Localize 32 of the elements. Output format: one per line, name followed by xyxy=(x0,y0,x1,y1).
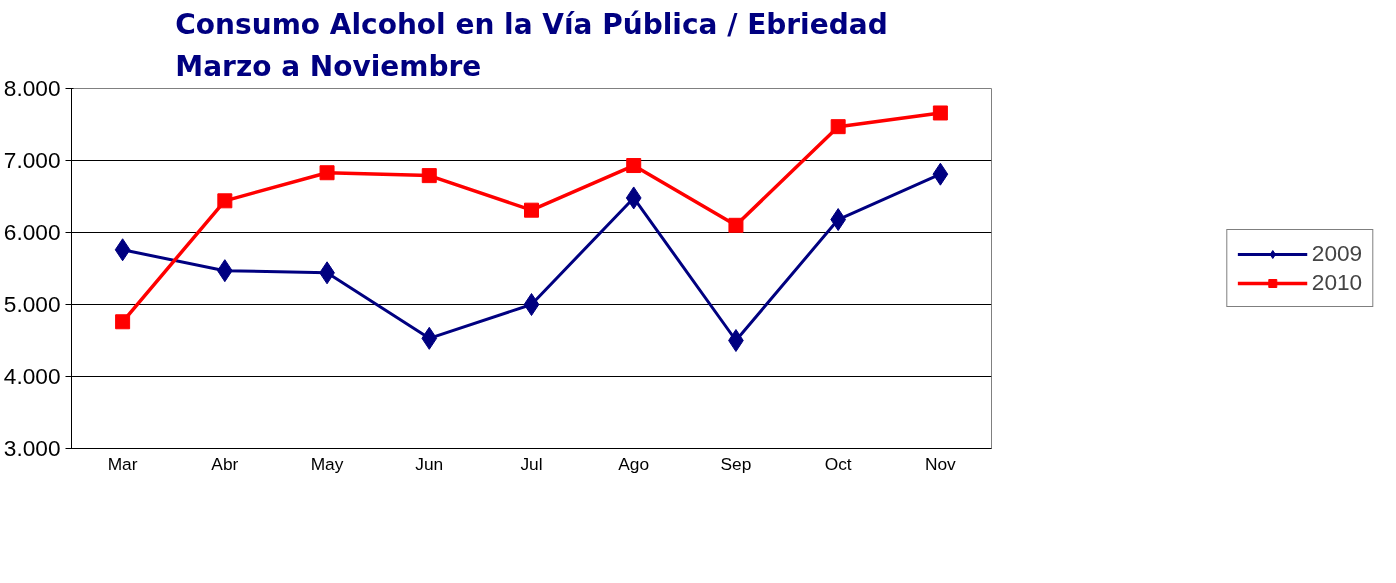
point xyxy=(830,119,846,135)
y-tick-label: 6.000 xyxy=(3,219,61,245)
y-tick-label: 5.000 xyxy=(3,291,61,317)
legend-label: 2009 xyxy=(1311,240,1363,267)
y-tick-label: 8.000 xyxy=(3,75,61,101)
point xyxy=(728,217,744,233)
legend-label: 2010 xyxy=(1311,269,1363,296)
point xyxy=(217,193,233,209)
x-tick-label: Sep xyxy=(720,453,752,474)
point xyxy=(626,158,642,174)
x-tick-label: Nov xyxy=(924,453,957,474)
point xyxy=(115,314,131,330)
point xyxy=(524,202,539,218)
point xyxy=(421,326,438,350)
point xyxy=(421,168,437,184)
x-tick-label: Jul xyxy=(520,453,543,474)
x-tick-label: May xyxy=(310,453,344,474)
y-tick-label: 7.000 xyxy=(3,147,61,173)
x-tick-label: Jun xyxy=(415,453,444,474)
y-tick-label: 4.000 xyxy=(3,363,61,389)
chart-title: Consumo Alcohol en la Vía Pública / Ebriedad Marzo a Noviembre xyxy=(175,7,888,84)
y-tick-label: 3.000 xyxy=(3,435,61,461)
x-tick-label: Abr xyxy=(211,453,239,474)
x-tick-label: Ago xyxy=(618,453,650,474)
point xyxy=(932,105,948,121)
x-tick-label: Oct xyxy=(824,453,852,474)
point xyxy=(319,165,335,181)
point xyxy=(114,238,131,262)
point xyxy=(625,186,642,210)
point xyxy=(523,293,540,316)
point xyxy=(932,162,949,186)
x-tick-label: Mar xyxy=(107,453,138,474)
